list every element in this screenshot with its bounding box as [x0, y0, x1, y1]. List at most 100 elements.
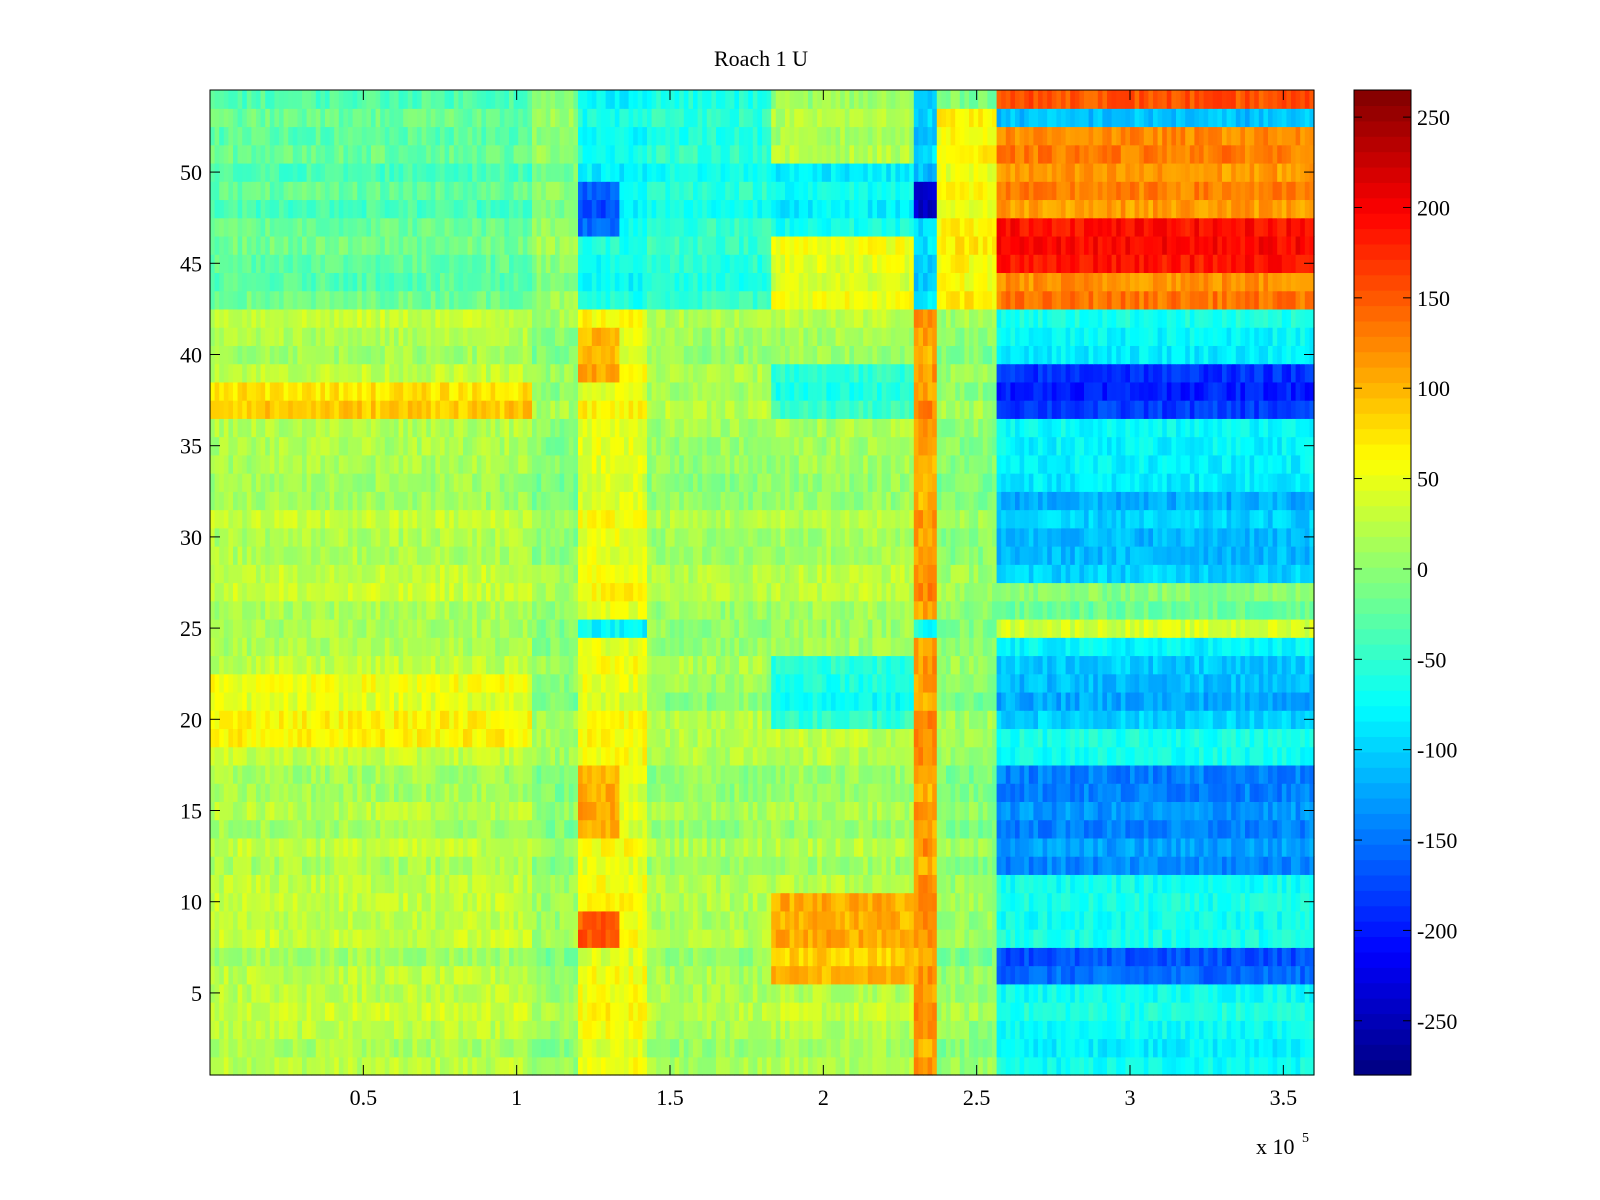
heatmap-cell — [679, 965, 685, 985]
heatmap-cell — [1162, 874, 1168, 894]
heatmap-cell — [449, 783, 455, 802]
heatmap-cell — [877, 947, 883, 967]
heatmap-cell — [927, 910, 933, 930]
heatmap-cell — [1254, 892, 1260, 912]
heatmap-cell — [219, 1038, 225, 1058]
heatmap-cell — [1088, 819, 1094, 839]
heatmap-cell — [890, 983, 896, 1003]
heatmap-cell — [1148, 965, 1154, 985]
heatmap-cell — [490, 856, 496, 875]
heatmap-cell — [499, 983, 505, 1003]
heatmap-cell — [1199, 910, 1205, 930]
heatmap-cell — [904, 910, 910, 930]
heatmap-cell — [913, 892, 919, 912]
heatmap-cell — [522, 1020, 528, 1040]
heatmap-cell — [320, 1038, 326, 1058]
heatmap-cell — [1033, 947, 1039, 967]
heatmap-cell — [389, 929, 395, 948]
heatmap-cell — [757, 837, 763, 857]
heatmap-cell — [844, 801, 850, 821]
heatmap-cell — [522, 837, 528, 857]
heatmap-cell — [881, 983, 887, 1003]
heatmap-cell — [711, 691, 717, 711]
heatmap-cell — [371, 819, 377, 839]
heatmap-cell — [858, 1002, 864, 1021]
heatmap-cell — [527, 874, 533, 894]
heatmap-cell — [233, 783, 239, 802]
heatmap-cell — [426, 837, 432, 857]
heatmap-cell — [315, 837, 321, 857]
heatmap-cell — [311, 819, 317, 839]
heatmap-cell — [706, 1002, 712, 1021]
heatmap-cell — [1176, 1002, 1182, 1021]
heatmap-cell — [941, 1038, 947, 1058]
heatmap-cell — [739, 947, 745, 967]
heatmap-cell — [909, 691, 915, 711]
heatmap-cell — [545, 929, 551, 948]
heatmap-cell — [996, 819, 1002, 839]
heatmap-cell — [256, 874, 262, 894]
heatmap-cell — [320, 874, 326, 894]
heatmap-cell — [1148, 874, 1154, 894]
heatmap-cell — [1093, 783, 1099, 802]
heatmap-cell — [670, 783, 676, 802]
heatmap-cell — [734, 910, 740, 930]
heatmap-cell — [1079, 710, 1085, 730]
heatmap-cell — [1268, 1002, 1274, 1021]
heatmap-cell — [288, 1056, 294, 1076]
heatmap-cell — [1028, 691, 1034, 711]
heatmap-cell — [1097, 837, 1103, 857]
heatmap-cell — [1203, 801, 1209, 821]
heatmap-cell — [670, 819, 676, 839]
heatmap-cell — [219, 947, 225, 967]
heatmap-cell — [881, 965, 887, 985]
heatmap-cell — [867, 1056, 873, 1076]
heatmap-cell — [490, 691, 496, 711]
heatmap-cell — [1162, 983, 1168, 1003]
heatmap-cell — [1120, 728, 1126, 748]
heatmap-cell — [771, 746, 777, 766]
heatmap-cell — [338, 947, 344, 967]
heatmap-cell — [486, 837, 492, 857]
heatmap-cell — [955, 892, 961, 912]
heatmap-cell — [1217, 764, 1223, 784]
heatmap-cell — [826, 1056, 832, 1076]
heatmap-cell — [426, 929, 432, 948]
heatmap-cell — [817, 929, 823, 948]
heatmap-cell — [605, 1020, 611, 1040]
heatmap-cell — [1180, 947, 1186, 967]
heatmap-cell — [946, 892, 952, 912]
heatmap-cell — [614, 929, 620, 948]
heatmap-cell — [1015, 892, 1021, 912]
heatmap-cell — [1120, 1002, 1126, 1021]
heatmap-cell — [794, 1020, 800, 1040]
heatmap-cell — [913, 1038, 919, 1058]
heatmap-cell — [927, 728, 933, 748]
heatmap-cell — [900, 892, 906, 912]
heatmap-cell — [513, 710, 519, 730]
heatmap-cell — [642, 764, 648, 784]
heatmap-cell — [1231, 837, 1237, 857]
heatmap-cell — [1189, 819, 1195, 839]
heatmap-cell — [256, 819, 262, 839]
heatmap-cell — [1166, 1056, 1172, 1076]
heatmap-cell — [1245, 764, 1251, 784]
heatmap-cell — [688, 1056, 694, 1076]
heatmap-cell — [785, 764, 791, 784]
heatmap-cell — [260, 691, 266, 711]
heatmap-cell — [417, 710, 423, 730]
heatmap-cell — [435, 1002, 441, 1021]
heatmap-cell — [371, 837, 377, 857]
heatmap-cell — [780, 783, 786, 802]
heatmap-cell — [872, 710, 878, 730]
heatmap-cell — [568, 837, 574, 857]
heatmap-cell — [941, 983, 947, 1003]
heatmap-cell — [536, 892, 542, 912]
heatmap-cell — [720, 1038, 726, 1058]
heatmap-cell — [1258, 965, 1264, 985]
heatmap-cell — [633, 892, 639, 912]
heatmap-cell — [1047, 710, 1053, 730]
heatmap-cell — [982, 983, 988, 1003]
heatmap-cell — [1074, 783, 1080, 802]
heatmap-cell — [964, 1002, 970, 1021]
